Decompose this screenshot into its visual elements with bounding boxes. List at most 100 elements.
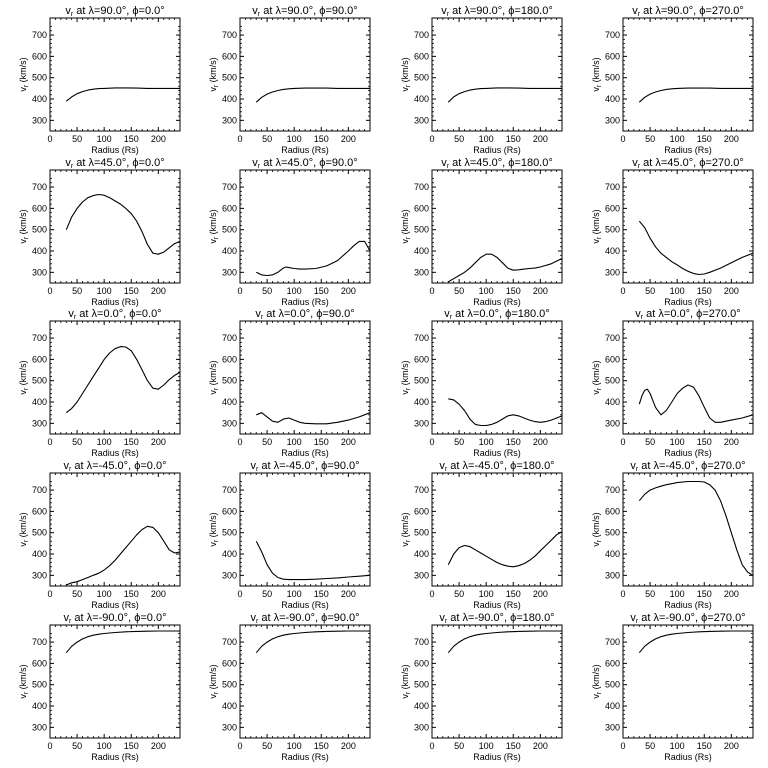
x-tick-label: 100 [670,134,685,144]
y-tick-label: 700 [414,333,429,343]
y-axis-label: vr (km/s) [18,57,30,91]
y-tick-label: 700 [605,637,620,647]
x-tick-label: 0 [429,589,434,599]
y-tick-label: 400 [32,397,47,407]
series-line-1 [65,346,181,414]
series-line-1 [638,384,754,423]
x-tick-label: 200 [151,437,166,447]
y-tick-label: 500 [414,376,429,386]
x-tick-label: 150 [506,134,521,144]
plot-frame [49,624,181,739]
x-tick-label: 0 [620,589,625,599]
y-tick-label: 600 [32,658,47,668]
x-tick-label: 200 [533,741,548,751]
y-axis-label: vr (km/s) [208,664,220,698]
panel-8: vr at λ=45.0°, ϕ=270.0° 0 50 100 150 200 300 40… [591,157,754,307]
x-tick-label: 200 [533,134,548,144]
y-tick-label: 300 [32,267,47,277]
y-tick-label: 700 [605,485,620,495]
panel-title: vr at λ=-90.0°, ϕ=0.0° [64,612,167,625]
x-axis-label: Radius (Rs) [664,600,712,610]
x-tick-label: 50 [645,286,655,296]
x-tick-label: 0 [237,134,242,144]
y-tick-label: 400 [605,701,620,711]
x-tick-label: 100 [670,437,685,447]
y-tick-label: 700 [605,182,620,192]
y-tick-label: 500 [32,376,47,386]
x-tick-label: 50 [645,134,655,144]
x-tick-label: 0 [620,437,625,447]
y-tick-label: 500 [414,225,429,235]
x-tick-label: 0 [620,741,625,751]
plot-frame [239,320,371,435]
plot-frame [622,169,754,284]
y-axis-label: vr (km/s) [591,209,603,243]
y-axis-label: vr (km/s) [18,360,30,394]
y-tick-label: 600 [32,203,47,213]
x-tick-label: 50 [454,134,464,144]
x-tick-label: 50 [262,589,272,599]
panel-title: vr at λ=-45.0°, ϕ=90.0° [250,460,359,473]
x-tick-label: 150 [124,134,139,144]
x-tick-label: 50 [72,437,82,447]
plot-frame [622,472,754,587]
x-axis-label: Radius (Rs) [281,752,329,762]
x-tick-label: 150 [697,741,712,751]
y-tick-label: 700 [414,485,429,495]
x-tick-label: 100 [97,437,112,447]
x-tick-label: 50 [454,589,464,599]
y-tick-label: 600 [222,506,237,516]
x-axis-label: Radius (Rs) [473,600,521,610]
y-tick-label: 400 [222,94,237,104]
y-tick-label: 500 [605,73,620,83]
x-tick-label: 50 [454,286,464,296]
x-tick-label: 0 [237,741,242,751]
y-tick-label: 400 [32,246,47,256]
y-tick-label: 400 [605,549,620,559]
x-tick-label: 50 [262,741,272,751]
x-tick-label: 200 [341,589,356,599]
plot-frame [239,17,371,132]
panel-10: vr at λ=0.0°, ϕ=90.0° 0 50 100 150 200 300 400 5… [208,308,371,458]
y-axis-label: vr (km/s) [400,664,412,698]
plot-frame [49,169,181,284]
x-axis-label: Radius (Rs) [664,145,712,155]
x-axis-label: Radius (Rs) [473,297,521,307]
panel-title: vr at λ=45.0°, ϕ=180.0° [441,157,553,170]
series-line-1 [65,630,180,654]
x-tick-label: 100 [479,437,494,447]
plot-frame [239,624,371,739]
x-tick-label: 100 [479,741,494,751]
series-line-1 [638,480,754,576]
x-tick-label: 150 [314,589,329,599]
panel-4: vr at λ=90.0°, ϕ=270.0° 0 50 100 150 200 300 40… [591,5,754,155]
y-tick-label: 300 [605,722,620,732]
x-tick-label: 100 [479,286,494,296]
panel-15: vr at λ=-45.0°, ϕ=180.0° 0 50 100 150 200 300 4… [400,460,563,610]
y-tick-label: 500 [222,528,237,538]
x-tick-label: 0 [237,589,242,599]
y-tick-label: 600 [32,506,47,516]
y-tick-label: 400 [414,94,429,104]
x-tick-label: 150 [124,437,139,447]
x-tick-label: 150 [697,286,712,296]
y-tick-label: 400 [32,94,47,104]
panel-6: vr at λ=45.0°, ϕ=90.0° 0 50 100 150 200 300 400… [208,157,371,307]
x-axis-label: Radius (Rs) [281,448,329,458]
x-axis-label: Radius (Rs) [664,752,712,762]
y-axis-label: vr (km/s) [400,360,412,394]
y-tick-label: 300 [605,418,620,428]
x-tick-label: 50 [454,741,464,751]
panel-title: vr at λ=-45.0°, ϕ=270.0° [630,460,745,473]
y-axis-label: vr (km/s) [208,57,220,91]
y-tick-label: 700 [222,333,237,343]
x-tick-label: 100 [670,286,685,296]
series-line-1 [255,540,371,581]
y-tick-label: 400 [222,549,237,559]
x-tick-label: 0 [429,741,434,751]
y-tick-label: 700 [414,182,429,192]
y-tick-label: 700 [32,30,47,40]
x-axis-label: Radius (Rs) [473,752,521,762]
panel-13: vr at λ=-45.0°, ϕ=0.0° 0 50 100 150 200 300 400… [18,460,181,610]
y-tick-label: 700 [414,637,429,647]
